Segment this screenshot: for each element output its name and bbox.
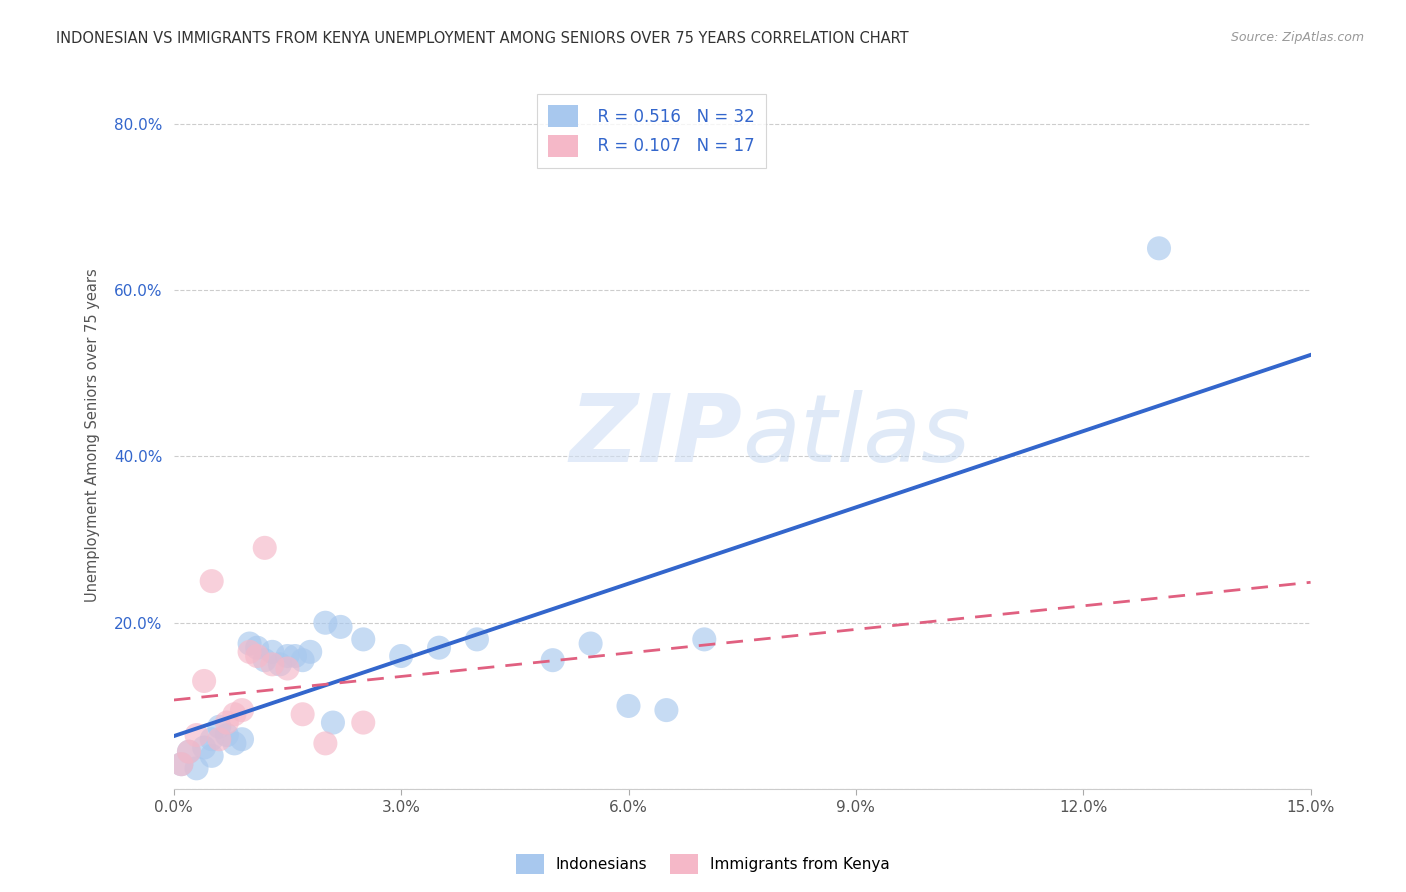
Point bbox=[208, 732, 231, 747]
Point bbox=[352, 632, 374, 647]
Point bbox=[193, 673, 215, 688]
Point bbox=[276, 661, 298, 675]
Point bbox=[262, 645, 284, 659]
Point bbox=[239, 645, 262, 659]
Point bbox=[299, 645, 322, 659]
Point bbox=[239, 636, 262, 650]
Text: atlas: atlas bbox=[742, 390, 970, 481]
Point bbox=[201, 732, 224, 747]
Point bbox=[329, 620, 352, 634]
Point bbox=[465, 632, 488, 647]
Point bbox=[177, 745, 200, 759]
Point bbox=[224, 736, 246, 750]
Point bbox=[224, 707, 246, 722]
Point bbox=[427, 640, 450, 655]
Point bbox=[231, 732, 253, 747]
Text: Source: ZipAtlas.com: Source: ZipAtlas.com bbox=[1230, 31, 1364, 45]
Point bbox=[655, 703, 678, 717]
Y-axis label: Unemployment Among Seniors over 75 years: Unemployment Among Seniors over 75 years bbox=[86, 268, 100, 602]
Point bbox=[246, 648, 269, 663]
Point bbox=[215, 715, 238, 730]
Point bbox=[177, 745, 200, 759]
Point bbox=[170, 757, 193, 772]
Legend: Indonesians, Immigrants from Kenya: Indonesians, Immigrants from Kenya bbox=[510, 848, 896, 880]
Point bbox=[193, 740, 215, 755]
Point bbox=[541, 653, 564, 667]
Point bbox=[291, 707, 314, 722]
Point bbox=[284, 648, 307, 663]
Point bbox=[253, 541, 276, 555]
Point bbox=[352, 715, 374, 730]
Point bbox=[1147, 241, 1170, 255]
Point bbox=[201, 574, 224, 588]
Point bbox=[246, 640, 269, 655]
Point bbox=[269, 657, 291, 672]
Point bbox=[262, 657, 284, 672]
Point bbox=[170, 757, 193, 772]
Point bbox=[215, 728, 238, 742]
Point bbox=[389, 648, 412, 663]
Point bbox=[253, 653, 276, 667]
Legend:   R = 0.516   N = 32,   R = 0.107   N = 17: R = 0.516 N = 32, R = 0.107 N = 17 bbox=[537, 94, 766, 169]
Text: INDONESIAN VS IMMIGRANTS FROM KENYA UNEMPLOYMENT AMONG SENIORS OVER 75 YEARS COR: INDONESIAN VS IMMIGRANTS FROM KENYA UNEM… bbox=[56, 31, 908, 46]
Point bbox=[617, 698, 640, 713]
Point bbox=[186, 761, 208, 775]
Point bbox=[579, 636, 602, 650]
Text: ZIP: ZIP bbox=[569, 390, 742, 482]
Point bbox=[208, 720, 231, 734]
Point bbox=[322, 715, 344, 730]
Point bbox=[276, 648, 298, 663]
Point bbox=[201, 748, 224, 763]
Point bbox=[693, 632, 716, 647]
Point bbox=[314, 736, 336, 750]
Point bbox=[314, 615, 336, 630]
Point bbox=[291, 653, 314, 667]
Point bbox=[186, 728, 208, 742]
Point bbox=[231, 703, 253, 717]
